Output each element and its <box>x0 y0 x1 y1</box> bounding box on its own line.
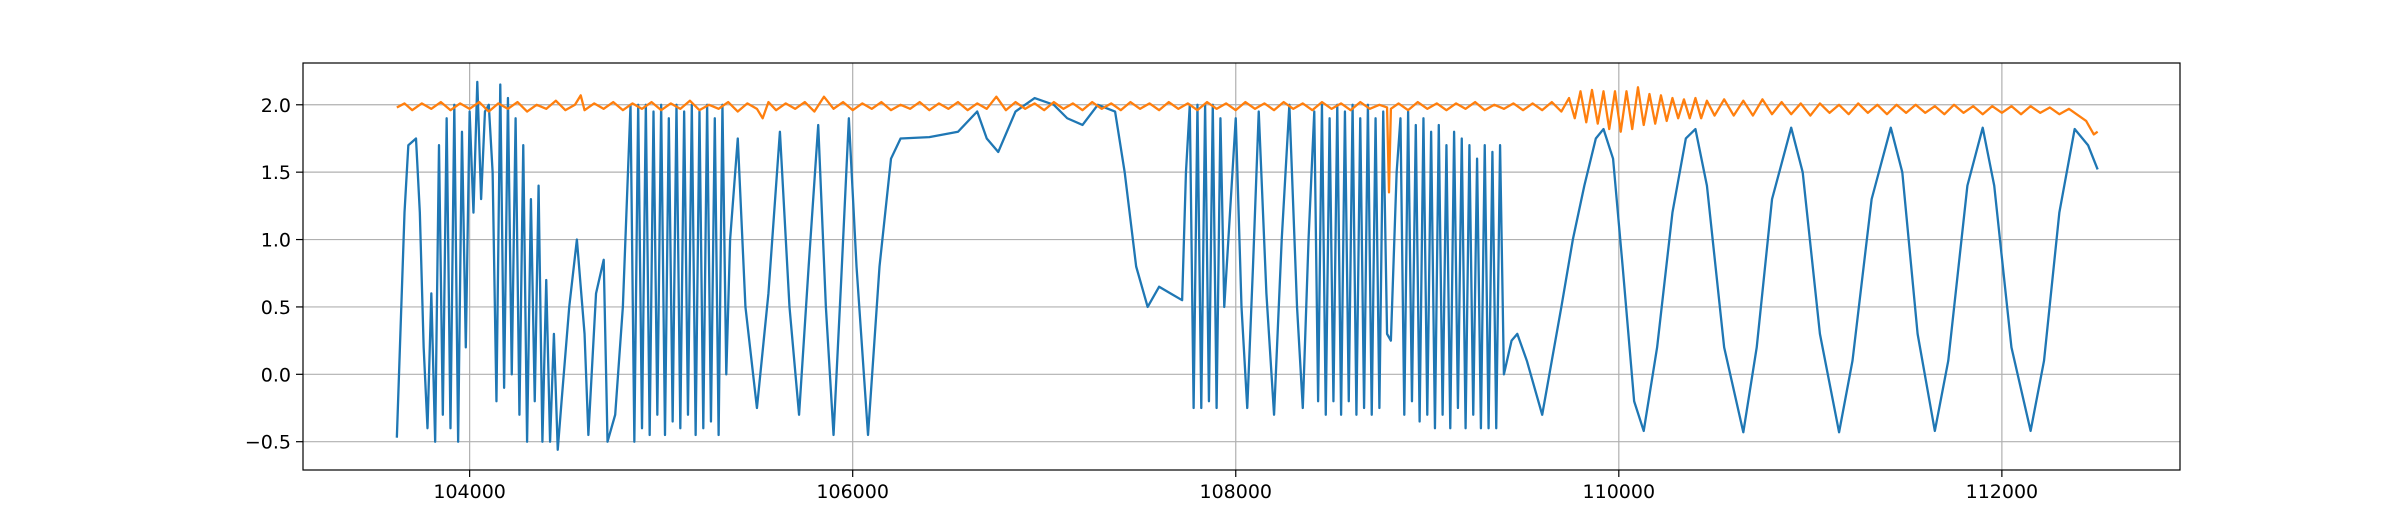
x-tick-label: 104000 <box>433 481 506 503</box>
plot-area <box>395 80 2099 451</box>
x-tick-label: 108000 <box>1199 481 1272 503</box>
x-tick-label: 110000 <box>1583 481 1656 503</box>
y-tick-label: 1.0 <box>261 230 291 252</box>
x-tick-label: 106000 <box>816 481 889 503</box>
line-series <box>396 86 2099 194</box>
axes-frame <box>302 62 2181 471</box>
y-tick-label: −0.5 <box>245 432 291 454</box>
line-series <box>395 80 2099 451</box>
axes: 104000 106000 108000 110000 112000 −0.5 0.0 0.5… <box>245 62 2181 503</box>
y-tick-label: 2.0 <box>261 95 291 117</box>
y-tick-label: 1.5 <box>261 162 291 184</box>
y-tick-label: 0.5 <box>261 297 291 319</box>
y-tick-label: 0.0 <box>261 364 291 386</box>
x-tick-label: 112000 <box>1966 481 2039 503</box>
